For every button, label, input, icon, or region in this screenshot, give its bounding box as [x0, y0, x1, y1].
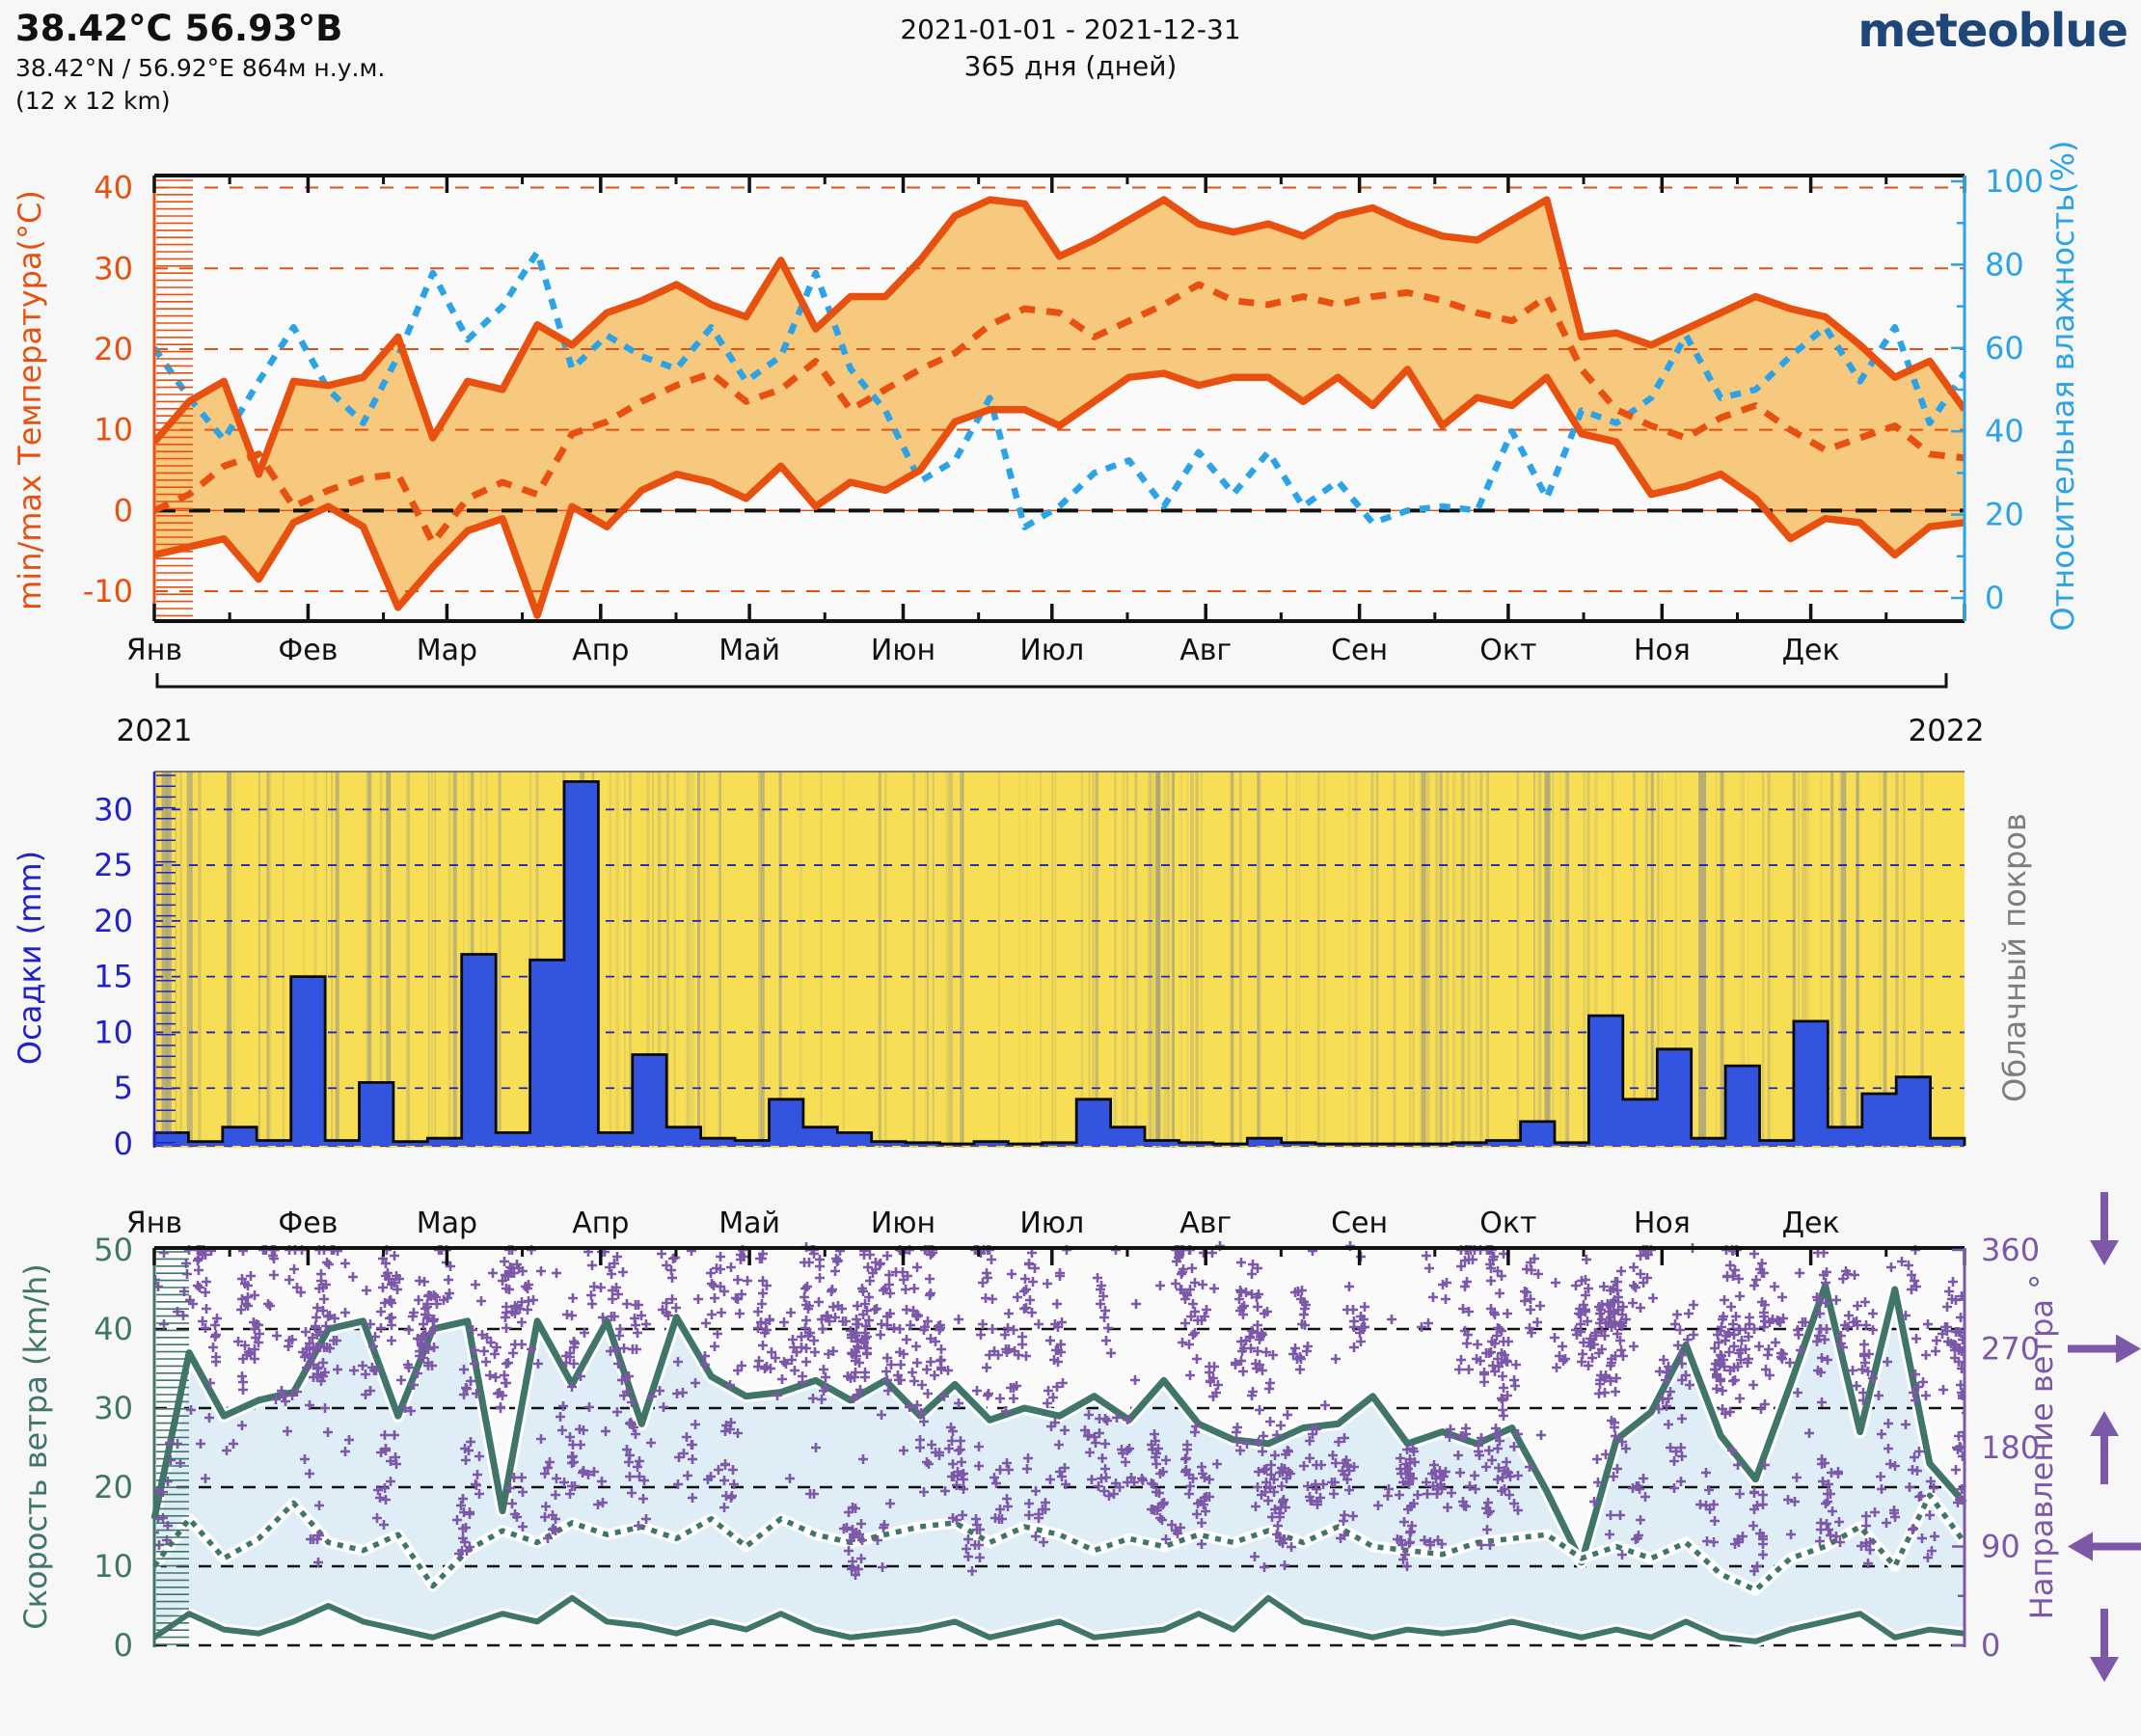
month-label: Июн — [871, 1207, 935, 1240]
tmax-line — [154, 196, 1965, 478]
precip-axis-title: Осадки (mm) — [12, 851, 48, 1065]
direction-tick-label: 360 — [1981, 1232, 2040, 1268]
sunshine-background — [154, 772, 1965, 1148]
wind-direction-arrow-icon — [2090, 1657, 2119, 1682]
temp-tick-label: 0 — [114, 492, 133, 529]
month-label: Фев — [278, 634, 338, 667]
month-label: Ноя — [1634, 634, 1691, 667]
month-year-axis: Янв Фев Мар Апр Май Июн Июл Авг Сен Окт Ноя Дек 2021… — [117, 634, 1985, 748]
humidity-tick-label: 0 — [1985, 580, 2004, 616]
wind-tick-label: 40 — [94, 1311, 133, 1347]
location-title: 38.42°C 56.93°В — [15, 8, 343, 49]
temp-tick-label: 10 — [94, 412, 133, 448]
precipitation-cloudcover-chart: 30 25 20 15 10 5 0 Осадки (mm) Облачный покров — [12, 771, 2033, 1162]
wind-tick-label: 20 — [94, 1469, 133, 1505]
date-range: 2021-01-01 - 2021-12-31 — [900, 14, 1241, 45]
wind-tick-label: 50 — [94, 1232, 133, 1268]
precip-tick-label: 15 — [94, 959, 133, 995]
month-label: Сен — [1331, 634, 1388, 667]
tmin-line — [154, 366, 1965, 619]
month-label: Сен — [1331, 1207, 1388, 1240]
humidity-tick-label: 60 — [1985, 330, 2024, 366]
humidity-tick-label: 40 — [1985, 413, 2024, 449]
wind-direction-arrow-icon — [2068, 1532, 2093, 1561]
wind-direction-arrow-icon — [2116, 1334, 2141, 1364]
direction-tick-label: 180 — [1981, 1429, 2040, 1466]
wind-direction-arrow-icon — [2090, 1411, 2119, 1436]
wind-speed-direction-chart: Янв Фев Мар Апр Май Июн Июл Авг Сен Окт Ноя Дек 50 40… — [17, 1192, 2141, 1682]
temp-tick-label: 40 — [94, 170, 133, 206]
humidity-line — [154, 249, 1965, 530]
humidity-tick-label: 100 — [1985, 163, 2044, 200]
month-label: Ноя — [1634, 1207, 1691, 1240]
wind-tick-label: 30 — [94, 1390, 133, 1426]
temp-tick-label: -10 — [83, 573, 133, 610]
precip-tick-label: 20 — [94, 903, 133, 939]
direction-tick-label: 0 — [1981, 1627, 2000, 1664]
precip-tick-label: 10 — [94, 1014, 133, 1050]
month-label: Янв — [126, 634, 182, 667]
precip-tick-label: 30 — [94, 791, 133, 827]
direction-tick-label: 270 — [1981, 1331, 2040, 1368]
tmean-line — [154, 281, 1965, 547]
cloudcover-axis-title: Облачный покров — [1996, 813, 2033, 1102]
wind-direction-arrow-icon — [2090, 1240, 2119, 1265]
month-label: Июн — [871, 634, 935, 667]
month-label: Авг — [1179, 634, 1232, 667]
month-label: Июл — [1019, 1207, 1084, 1240]
grid-resolution: (12 x 12 km) — [15, 87, 171, 115]
month-label: Авг — [1179, 1207, 1232, 1240]
location-coordinates: 38.42°N / 56.92°E 864м н.у.м. — [15, 54, 386, 82]
wind-range-band — [154, 1285, 1965, 1641]
day-count: 365 дня (дней) — [963, 50, 1178, 82]
month-label: Июл — [1019, 634, 1084, 667]
precipitation-bars — [152, 780, 1966, 1146]
month-label: Мар — [417, 634, 477, 667]
year-end-label: 2022 — [1909, 714, 1985, 748]
month-label: Янв — [126, 1207, 182, 1240]
wind-max-line — [150, 1282, 1967, 1566]
year-start-label: 2021 — [117, 714, 193, 748]
month-label: Окт — [1479, 1207, 1536, 1240]
month-label: Май — [718, 1207, 780, 1240]
direction-tick-label: 90 — [1981, 1529, 2020, 1565]
month-label: Фев — [278, 1207, 338, 1240]
direction-axis-title: Направление ветра ° — [2023, 1274, 2060, 1619]
humidity-axis-title: Относительная влажность(%) — [2045, 140, 2081, 631]
temp-axis-title: min/max Температура(°C) — [12, 190, 48, 610]
precip-tick-label: 5 — [114, 1070, 133, 1106]
humidity-tick-label: 80 — [1985, 246, 2024, 283]
month-label: Май — [718, 634, 780, 667]
precip-tick-label: 25 — [94, 847, 133, 883]
wind-tick-label: 0 — [114, 1627, 133, 1664]
year-bracket — [155, 673, 1948, 689]
meteoblue-logo: meteoblue — [1857, 4, 2128, 58]
wind-axis-title: Скорость ветра (km/h) — [17, 1263, 54, 1629]
wind-tick-label: 10 — [94, 1548, 133, 1585]
month-label: Окт — [1479, 634, 1536, 667]
temp-tick-label: 20 — [94, 331, 133, 367]
month-label: Апр — [572, 1207, 629, 1240]
month-label: Дек — [1782, 634, 1840, 667]
wind-min-line — [152, 1594, 1965, 1644]
precip-tick-label: 0 — [114, 1126, 133, 1162]
month-label: Мар — [417, 1207, 477, 1240]
cloud-cover-stripes — [154, 772, 1924, 1148]
humidity-tick-label: 20 — [1985, 497, 2024, 533]
month-label: Апр — [572, 634, 629, 667]
month-label: Дек — [1782, 1207, 1840, 1240]
temp-tick-label: 30 — [94, 250, 133, 286]
